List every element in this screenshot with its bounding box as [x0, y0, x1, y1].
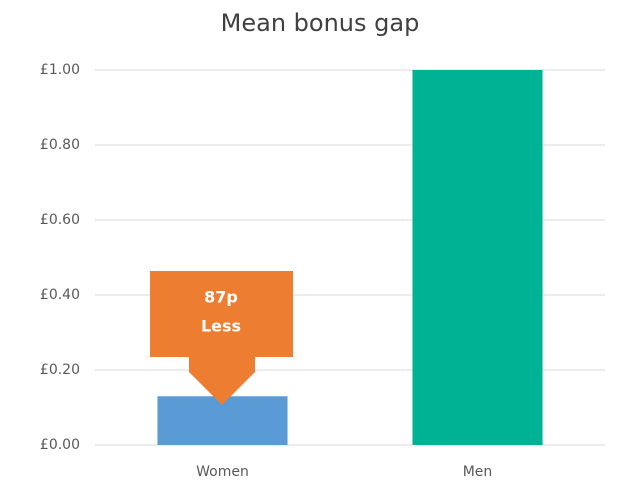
annotation-callout: [150, 271, 293, 405]
y-tick-label: £0.60: [40, 212, 80, 228]
plot-area: £0.00 £0.20 £0.40 £0.60 £0.80 £1.00 Women Men: [40, 62, 605, 480]
annotation-text: 87p: [204, 288, 238, 307]
x-tick-label: Men: [463, 464, 493, 480]
chart-title: Mean bonus gap: [221, 9, 420, 37]
y-tick-label: £1.00: [40, 62, 80, 78]
annotation-text: Less: [201, 317, 241, 336]
y-tick-label: £0.00: [40, 437, 80, 453]
x-tick-label: Women: [196, 464, 249, 480]
y-tick-label: £0.80: [40, 137, 80, 153]
y-tick-label: £0.20: [40, 362, 80, 378]
bar: [412, 70, 543, 445]
y-tick-label: £0.40: [40, 287, 80, 303]
